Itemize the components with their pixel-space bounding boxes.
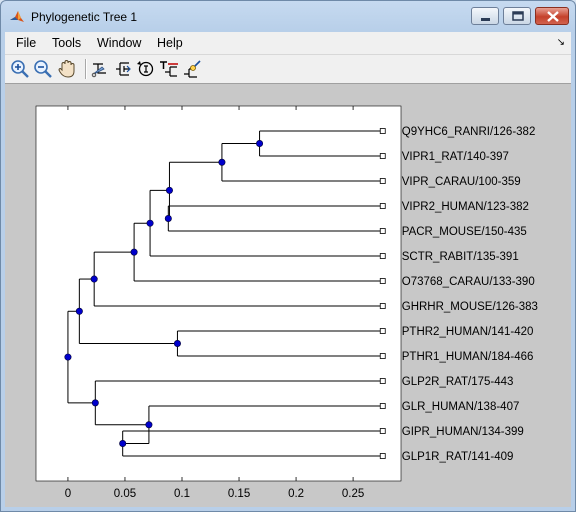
rotate-branch-button[interactable] [135,58,157,80]
tree-leaf-label: GHRHR_MOUSE/126-383 [402,301,538,313]
tree-leaf-node[interactable] [379,453,386,459]
phylogenetic-tree-plot[interactable]: Q9YHC6_RANRI/126-382 VIPR1_RAT/140-397 VIP… [5,84,571,507]
tree-leaf-node[interactable] [379,403,386,409]
zoom-in-icon [11,60,29,78]
tree-branch-node[interactable] [64,353,72,361]
tree-leaf-label: GIPR_HUMAN/134-399 [402,426,524,438]
find-leaf-button[interactable] [181,58,203,80]
tree-branch-node[interactable] [256,139,264,147]
tree-branch-node[interactable] [146,219,154,227]
close-button[interactable] [535,7,569,25]
tree-leaf-label: PTHR2_HUMAN/141-420 [402,326,534,338]
pan-icon [58,59,75,78]
x-axis-tick-label: 0.1 [174,488,190,500]
tree-leaf-node[interactable] [379,328,386,334]
reorder-icon [116,62,131,76]
menu-bar: File Tools Window Help ↘ [5,32,571,55]
tree-leaf-node[interactable] [379,353,386,359]
x-axis-tick-label: 0 [65,488,71,500]
tree-leaf-node[interactable] [379,303,386,309]
x-axis-tick-label: 0.25 [342,488,364,500]
tree-leaf-node[interactable] [379,178,386,184]
window-title: Phylogenetic Tree 1 [31,10,138,24]
toolbar-separator [85,59,87,79]
menu-window[interactable]: Window [97,36,142,50]
tree-leaf-node[interactable] [379,428,386,434]
tree-leaf-node[interactable] [379,203,386,209]
tree-leaf-label: VIPR2_HUMAN/123-382 [402,201,529,213]
tree-branch-node[interactable] [130,248,138,256]
tree-leaves: Q9YHC6_RANRI/126-382 VIPR1_RAT/140-397 VIP… [379,126,538,463]
maximize-button[interactable] [503,7,531,25]
tree-leaf-node[interactable] [379,153,386,159]
tree-leaf-label: GLP1R_RAT/141-409 [402,451,514,463]
tree-nodes [64,139,264,447]
zoom-out-icon [34,60,52,78]
prune-icon [91,63,106,78]
tree-branch-node[interactable] [173,339,181,347]
tree-branches [67,130,383,457]
minimize-icon [481,18,490,21]
tree-leaf-label: O73768_CARAU/133-390 [402,276,535,288]
x-axis-tick-label: 0.05 [114,488,136,500]
tree-branch-node[interactable] [165,186,173,194]
axes-background [35,105,402,482]
close-icon [547,11,559,22]
rotate-icon [137,61,154,77]
rename-icon [160,61,178,77]
figure-area: Q9YHC6_RANRI/126-382 VIPR1_RAT/140-397 VIP… [5,84,571,507]
tree-leaf-label: PTHR1_HUMAN/184-466 [402,351,534,363]
pan-button[interactable] [56,58,78,80]
reorder-button[interactable] [112,58,134,80]
tree-leaf-node[interactable] [379,378,386,384]
menu-file[interactable]: File [16,36,37,50]
tree-leaf-label: GLR_HUMAN/138-407 [402,401,520,413]
tree-branch-node[interactable] [90,275,98,283]
tree-branch-node[interactable] [119,439,127,447]
prune-button[interactable] [89,58,111,80]
zoom-out-button[interactable] [32,58,54,80]
tree-leaf-node[interactable] [379,253,386,259]
rename-button[interactable] [158,58,180,80]
tree-leaf-node[interactable] [379,228,386,234]
menu-overflow-arrow[interactable]: ↘ [556,37,565,48]
tree-branch-node[interactable] [164,215,172,223]
find-leaf-icon [184,60,201,78]
menu-help[interactable]: Help [157,36,183,50]
x-axis-tick-label: 0.15 [228,488,250,500]
tree-branch-node[interactable] [145,421,153,429]
tree-leaf-label: Q9YHC6_RANRI/126-382 [402,126,536,138]
x-axis: 0 0.05 0.1 0.15 0.2 0.25 [65,106,364,500]
x-axis-tick-label: 0.2 [288,488,304,500]
tree-leaf-node[interactable] [379,278,386,284]
tree-branch-node[interactable] [91,399,99,407]
toolbar [5,55,571,84]
minimize-button[interactable] [471,7,499,25]
tree-leaf-label: VIPR_CARAU/100-359 [402,176,521,188]
tree-leaf-label: PACR_MOUSE/150-435 [402,226,527,238]
tree-leaf-label: GLP2R_RAT/175-443 [402,376,514,388]
tree-leaf-node[interactable] [379,128,386,134]
tree-branch-node[interactable] [75,307,83,315]
menu-tools[interactable]: Tools [52,36,82,50]
tree-leaf-label: SCTR_RABIT/135-391 [402,251,519,263]
tree-leaf-label: VIPR1_RAT/140-397 [402,151,509,163]
matlab-logo-icon [10,11,24,22]
tree-branch-node[interactable] [218,158,226,166]
maximize-icon [512,11,524,21]
zoom-in-button[interactable] [9,58,31,80]
title-bar[interactable]: Phylogenetic Tree 1 [1,1,575,31]
